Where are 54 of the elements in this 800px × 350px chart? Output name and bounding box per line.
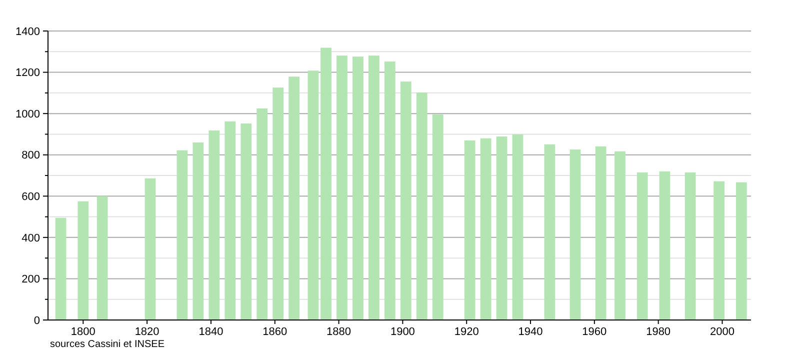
x-tick-label: 2000 xyxy=(710,326,734,338)
bar xyxy=(240,123,252,320)
bar xyxy=(416,92,428,320)
bar xyxy=(288,76,300,320)
bar xyxy=(570,149,581,320)
x-tick-label: 1960 xyxy=(582,326,607,338)
x-tick-label: 1840 xyxy=(198,326,224,338)
y-tick-label: 1000 xyxy=(16,108,40,120)
x-tick-label: 1980 xyxy=(646,326,671,338)
y-tick-label: 1400 xyxy=(16,26,40,38)
x-tick-label: 1860 xyxy=(262,326,288,338)
x-tick-label: 1880 xyxy=(326,326,352,338)
bar xyxy=(368,56,380,320)
y-tick-label: 1200 xyxy=(16,67,40,80)
bar xyxy=(512,134,524,320)
bar xyxy=(144,178,156,320)
x-tick-label: 1800 xyxy=(70,326,96,338)
y-tick-label: 800 xyxy=(22,150,40,162)
bar xyxy=(595,146,606,320)
bar xyxy=(480,138,492,320)
bar xyxy=(192,142,204,320)
source-note: sources Cassini et INSEE xyxy=(50,339,165,350)
y-tick-label: 600 xyxy=(22,190,40,203)
bar xyxy=(256,108,268,320)
bar xyxy=(224,121,236,320)
bar xyxy=(432,114,444,320)
bar xyxy=(636,172,648,320)
x-tick-label: 1820 xyxy=(134,326,160,338)
bar xyxy=(659,171,670,320)
bar xyxy=(736,182,747,320)
bar xyxy=(684,172,696,320)
y-tick-label: 400 xyxy=(22,232,40,244)
bar xyxy=(96,196,108,320)
bar xyxy=(384,62,396,320)
bar xyxy=(55,218,66,320)
bar xyxy=(176,150,188,320)
x-tick-label: 1900 xyxy=(390,326,415,338)
bar xyxy=(352,56,364,320)
bar xyxy=(464,140,476,320)
bar xyxy=(714,181,724,320)
bar xyxy=(208,130,220,320)
y-tick-label: 0 xyxy=(34,314,40,327)
bar xyxy=(544,144,556,320)
bar xyxy=(400,82,412,320)
bar xyxy=(78,201,89,320)
x-tick-label: 1920 xyxy=(454,326,479,338)
bar xyxy=(320,48,332,320)
bar xyxy=(496,136,508,320)
bar xyxy=(272,88,284,320)
bar xyxy=(308,70,319,320)
bar xyxy=(614,151,626,320)
x-tick-label: 1940 xyxy=(518,326,543,338)
y-tick-label: 200 xyxy=(22,274,40,286)
bar xyxy=(336,56,348,320)
